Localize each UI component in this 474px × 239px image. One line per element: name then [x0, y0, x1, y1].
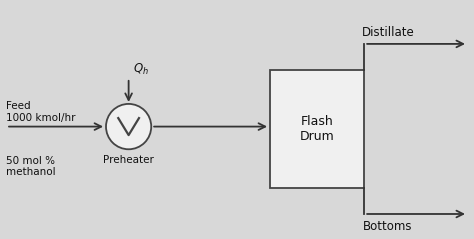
Text: 50 mol %
methanol: 50 mol % methanol — [6, 156, 56, 178]
Bar — [270, 70, 364, 188]
Text: Distillate: Distillate — [361, 26, 414, 39]
Text: Feed
1000 kmol/hr: Feed 1000 kmol/hr — [6, 101, 75, 123]
Text: Bottoms: Bottoms — [363, 220, 412, 233]
Text: Preheater: Preheater — [103, 155, 154, 165]
Circle shape — [106, 104, 151, 149]
Text: Flash
Drum: Flash Drum — [300, 115, 335, 143]
Text: $Q_h$: $Q_h$ — [133, 62, 149, 77]
